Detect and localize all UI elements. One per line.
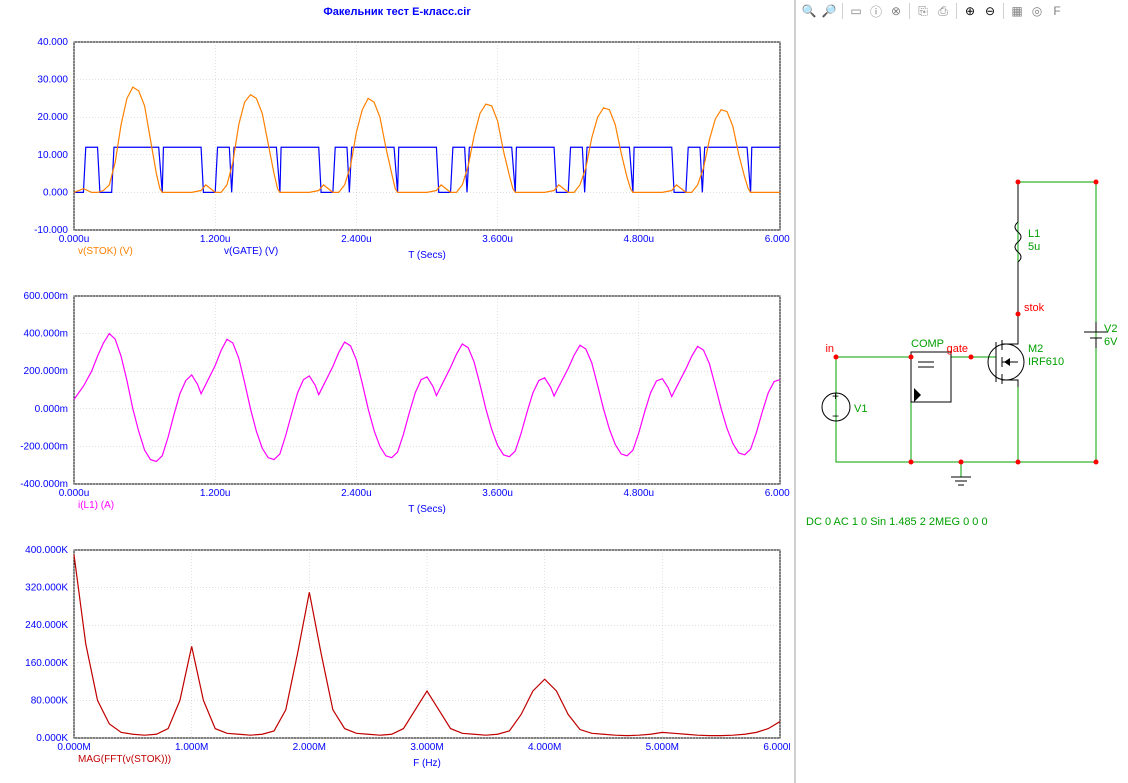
svg-text:3.600u: 3.600u <box>482 234 513 245</box>
svg-text:V2: V2 <box>1104 323 1117 335</box>
dialog-icon[interactable]: ▭ <box>847 2 865 20</box>
svg-text:1.200u: 1.200u <box>200 488 231 499</box>
svg-text:200.000m: 200.000m <box>24 366 68 377</box>
svg-text:M2: M2 <box>1028 343 1043 355</box>
svg-text:in: in <box>825 343 834 355</box>
circuit-canvas: + − V1 COMP M2IRF610 L15u V26V in gate stok <box>796 22 1126 512</box>
svg-text:3.000M: 3.000M <box>410 742 443 753</box>
svg-text:2.400u: 2.400u <box>341 488 372 499</box>
text-icon[interactable]: F <box>1048 2 1066 20</box>
svg-text:v(GATE) (V): v(GATE) (V) <box>224 246 278 257</box>
svg-text:COMP: COMP <box>911 338 944 350</box>
svg-text:40.000: 40.000 <box>37 37 68 48</box>
grid-icon[interactable]: ▦ <box>1008 2 1026 20</box>
svg-text:MAG(FFT(v(STOK))): MAG(FFT(v(STOK))) <box>78 754 171 765</box>
copy-icon[interactable]: ⎘ <box>914 2 932 20</box>
zoom-out-icon[interactable]: ⊖ <box>981 2 999 20</box>
svg-text:0.000u: 0.000u <box>59 234 90 245</box>
toolbar: 🔍 🔎 ▭ ⓘ ⊗ ⎘ ⎙ ⊕ ⊖ ▦ ◎ F <box>796 0 1128 22</box>
zoom-in-icon[interactable]: ⊕ <box>961 2 979 20</box>
target-icon[interactable]: ◎ <box>1028 2 1046 20</box>
search-icon[interactable]: 🔍 <box>800 2 818 20</box>
svg-text:600.000m: 600.000m <box>24 291 68 302</box>
svg-text:2.400u: 2.400u <box>341 234 372 245</box>
svg-text:−: − <box>832 409 839 423</box>
svg-text:5u: 5u <box>1028 241 1040 253</box>
info-icon[interactable]: ⓘ <box>867 2 885 20</box>
svg-text:5.000M: 5.000M <box>646 742 679 753</box>
svg-text:400.000m: 400.000m <box>24 329 68 340</box>
svg-text:2.000M: 2.000M <box>293 742 326 753</box>
svg-text:1.200u: 1.200u <box>200 234 231 245</box>
svg-text:T (Secs): T (Secs) <box>408 250 446 261</box>
svg-text:3.600u: 3.600u <box>482 488 513 499</box>
svg-text:4.000M: 4.000M <box>528 742 561 753</box>
svg-text:160.000K: 160.000K <box>25 658 68 669</box>
svg-text:0.000m: 0.000m <box>35 404 68 415</box>
svg-text:stok: stok <box>1024 302 1045 314</box>
svg-text:400.000K: 400.000K <box>25 545 68 556</box>
svg-text:10.000: 10.000 <box>37 150 68 161</box>
svg-text:1.000M: 1.000M <box>175 742 208 753</box>
svg-text:80.000K: 80.000K <box>31 695 69 706</box>
svg-text:v(STOK) (V): v(STOK) (V) <box>78 246 133 257</box>
file-title: Факельник тест E-класс.cir <box>0 4 794 20</box>
svg-text:L1: L1 <box>1028 228 1040 240</box>
svg-text:0.000M: 0.000M <box>57 742 90 753</box>
svg-text:-200.000m: -200.000m <box>20 441 68 452</box>
search2-icon[interactable]: 🔎 <box>820 2 838 20</box>
plot-panel: Факельник тест E-класс.cir -10.0000.0001… <box>0 0 794 783</box>
svg-text:30.000: 30.000 <box>37 75 68 86</box>
charts-canvas: -10.0000.00010.00020.00030.00040.0000.00… <box>0 20 790 780</box>
svg-text:320.000K: 320.000K <box>25 583 68 594</box>
svg-text:240.000K: 240.000K <box>25 620 68 631</box>
svg-text:V1: V1 <box>854 403 867 415</box>
svg-text:6.000u: 6.000u <box>765 488 790 499</box>
sim-command: DC 0 AC 1 0 Sin 1.485 2 2MEG 0 0 0 <box>796 512 1128 532</box>
svg-text:i(L1) (A): i(L1) (A) <box>78 500 114 511</box>
svg-text:4.800u: 4.800u <box>624 488 655 499</box>
schematic-panel: 🔍 🔎 ▭ ⓘ ⊗ ⎘ ⎙ ⊕ ⊖ ▦ ◎ F + − V1 COMP M2IRF610… <box>794 0 1128 783</box>
svg-text:+: + <box>832 389 839 403</box>
paste-icon[interactable]: ⎙ <box>934 2 952 20</box>
svg-text:0.000: 0.000 <box>43 187 68 198</box>
svg-text:T (Secs): T (Secs) <box>408 504 446 515</box>
svg-text:IRF610: IRF610 <box>1028 356 1064 368</box>
svg-text:0.000u: 0.000u <box>59 488 90 499</box>
svg-text:6.000M: 6.000M <box>763 742 790 753</box>
svg-text:4.800u: 4.800u <box>624 234 655 245</box>
svg-text:6V: 6V <box>1104 336 1118 348</box>
svg-text:20.000: 20.000 <box>37 112 68 123</box>
svg-text:F (Hz): F (Hz) <box>413 758 441 769</box>
svg-text:gate: gate <box>947 343 968 355</box>
delete-icon[interactable]: ⊗ <box>887 2 905 20</box>
svg-text:6.000u: 6.000u <box>765 234 790 245</box>
